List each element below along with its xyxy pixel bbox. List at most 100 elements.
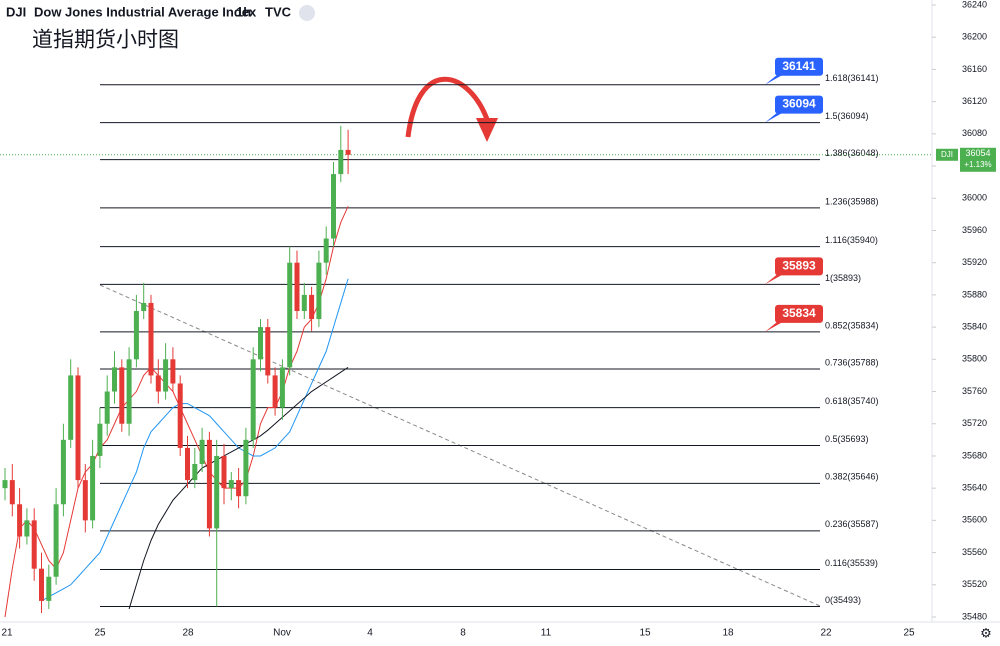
y-tick-label: 36200 <box>962 32 987 42</box>
price-tag-change: +1.13% <box>964 160 991 169</box>
candle-body <box>9 480 15 505</box>
y-tick-label: 35640 <box>962 483 987 493</box>
candle-body <box>163 359 169 392</box>
fib-label: 0.5(35693) <box>825 434 869 444</box>
fib-label: 0.236(35587) <box>825 519 879 529</box>
candle-body <box>294 262 300 311</box>
source: TVC <box>265 4 292 19</box>
fib-label: 1.618(36141) <box>825 73 879 83</box>
fib-label: 1.236(35988) <box>825 196 879 206</box>
candle-body <box>309 294 315 320</box>
fib-label: 0.116(35539) <box>825 558 878 568</box>
candle-body <box>221 455 227 489</box>
candle-body <box>119 367 125 424</box>
y-tick-label: 35880 <box>962 289 987 299</box>
toggle-button[interactable] <box>299 5 315 21</box>
y-tick-label: 35600 <box>962 515 987 525</box>
candle-body <box>287 262 293 368</box>
callout-text: 36141 <box>782 59 816 73</box>
fib-label: 0.382(35646) <box>825 472 879 482</box>
y-tick-label: 35840 <box>962 321 987 331</box>
callout-text: 35834 <box>782 306 816 320</box>
candle-body <box>243 439 249 497</box>
candle-body <box>177 383 183 448</box>
candle-body <box>133 311 139 360</box>
callout-text: 36094 <box>782 97 816 111</box>
candle-body <box>90 455 96 521</box>
y-tick-label: 35520 <box>962 579 987 589</box>
candle-body <box>236 480 242 497</box>
callout <box>775 304 823 323</box>
fib-label: 1(35893) <box>825 273 861 283</box>
candle-body <box>112 367 117 392</box>
symbol-tag <box>936 148 958 161</box>
interval: 1h <box>236 4 251 19</box>
candle-body <box>24 520 30 537</box>
candle-body <box>82 480 88 521</box>
instrument-name: Dow Jones Industrial Average Index <box>34 4 257 19</box>
y-tick-label: 35720 <box>962 418 987 428</box>
fib-label: 1.5(36094) <box>825 111 869 121</box>
fib-label: 0.736(35788) <box>825 357 879 367</box>
x-tick-label: 28 <box>182 628 194 639</box>
candle-body <box>2 480 8 489</box>
arrow-curve <box>405 76 491 138</box>
candle-body <box>331 174 336 239</box>
symbol-tag-text: DJI <box>941 150 953 159</box>
candle-body <box>39 568 44 601</box>
y-tick-label: 35920 <box>962 257 987 267</box>
x-tick-label: 18 <box>722 628 734 639</box>
candle-body <box>301 294 307 311</box>
callout <box>775 57 823 76</box>
callout <box>775 257 823 276</box>
y-tick-label: 36120 <box>962 96 987 106</box>
symbol: DJI <box>6 4 26 19</box>
arrow-head <box>476 118 498 142</box>
x-tick-label: 8 <box>460 628 466 639</box>
candle-body <box>75 375 81 481</box>
callout <box>775 95 823 114</box>
fib-label: 0(35493) <box>825 595 861 605</box>
y-tick-label: 35680 <box>962 450 987 460</box>
candle-body <box>272 375 278 408</box>
price-tag <box>960 147 996 172</box>
callout-text: 35893 <box>782 259 816 273</box>
chart-title: 道指期货小时图 <box>32 29 179 52</box>
candle-body <box>250 359 256 440</box>
candle-body <box>17 504 23 537</box>
candle-body <box>345 149 351 155</box>
fib-label: 0.618(35740) <box>825 396 879 406</box>
candle-body <box>148 302 154 376</box>
x-tick-label: 11 <box>541 628 552 639</box>
candle-body <box>60 439 66 505</box>
candle-body <box>53 504 59 577</box>
candle-body <box>104 391 110 424</box>
x-tick-label: 21 <box>1 628 13 639</box>
y-tick-label: 36080 <box>962 128 987 138</box>
candle-body <box>141 302 147 311</box>
x-tick-label: 4 <box>367 628 373 639</box>
x-tick-label: 25 <box>94 628 106 639</box>
candle-body <box>46 576 52 601</box>
fib-label: 1.116(35940) <box>825 235 878 245</box>
y-tick-label: 35960 <box>962 225 987 235</box>
settings-button[interactable]: ⚙ <box>980 625 992 640</box>
moving-average <box>41 278 349 602</box>
x-tick-label: Nov <box>273 628 291 639</box>
y-tick-label: 35800 <box>962 354 987 364</box>
candle-body <box>323 238 329 263</box>
candle-body <box>316 262 322 320</box>
y-tick-label: 36240 <box>962 0 987 9</box>
y-tick-label: 35480 <box>962 611 987 621</box>
x-tick-label: 25 <box>903 628 915 639</box>
candle-body <box>265 327 271 376</box>
candle-body <box>214 455 220 529</box>
candle-body <box>155 375 161 392</box>
candle-body <box>126 359 132 424</box>
x-tick-label: 15 <box>639 628 651 639</box>
y-tick-label: 36000 <box>962 193 987 203</box>
candle-body <box>206 439 212 529</box>
header: DJI Dow Jones Industrial Average Index 1… <box>6 4 315 52</box>
